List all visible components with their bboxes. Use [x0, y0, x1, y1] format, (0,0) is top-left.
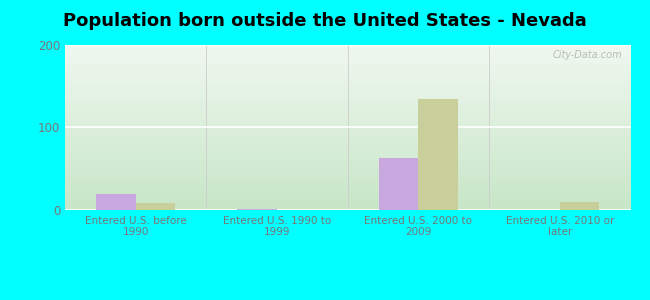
Text: City-Data.com: City-Data.com: [552, 50, 622, 60]
Text: Population born outside the United States - Nevada: Population born outside the United State…: [63, 12, 587, 30]
Bar: [237, 209, 277, 210]
Bar: [419, 99, 458, 210]
Bar: [379, 158, 419, 210]
Bar: [560, 202, 599, 210]
Bar: [96, 194, 136, 210]
Bar: [136, 203, 176, 210]
